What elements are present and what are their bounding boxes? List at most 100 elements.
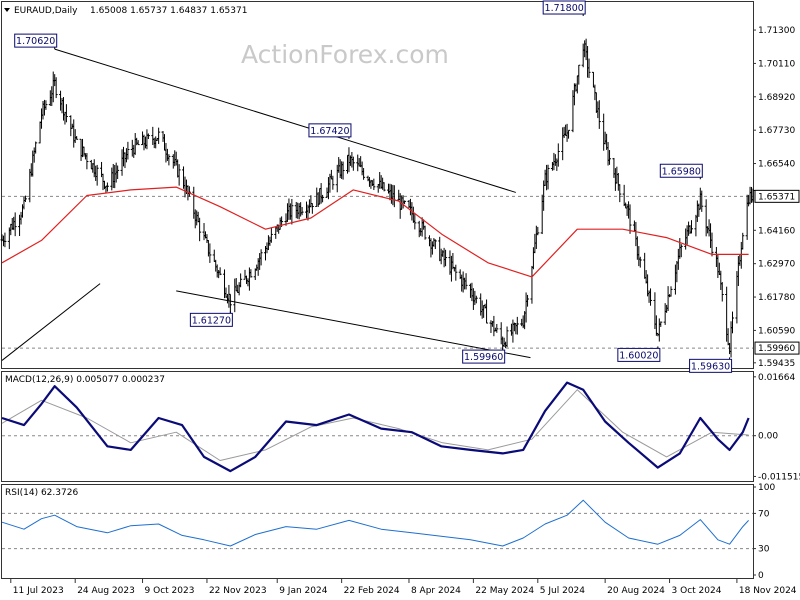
ohlc-bar (659, 321, 663, 327)
macd-signal-line (1, 389, 749, 461)
callout-label: 1.60020 (619, 350, 658, 361)
ohlc-bar (341, 161, 345, 180)
callout-label: 1.71800 (545, 3, 584, 14)
ohlc-bar (423, 225, 427, 240)
price-axis-tick: 1.62970 (758, 260, 795, 270)
price-axis-tick: 1.64160 (758, 226, 795, 236)
x-axis-tick: 9 Oct 2023 (145, 586, 195, 596)
callout-label: 1.59960 (464, 352, 503, 363)
price-pane-border (1, 1, 754, 369)
ohlc-bar (13, 212, 17, 237)
price-callout: 1.65980 (659, 163, 703, 180)
ohlc-bar (54, 77, 58, 99)
macd-label: MACD(12,26,9) 0.005077 0.000237 (5, 375, 165, 385)
ohlc-bar (269, 227, 273, 243)
x-axis: 11 Jul 2023 24 Aug 2023 9 Oct 2023 22 Nov 2… (10, 579, 797, 596)
price-callout: 1.71800 (542, 0, 586, 17)
price-callout: 1.70620 (14, 33, 58, 50)
svg-text:1.65371: 1.65371 (758, 192, 795, 202)
ohlc-bar (85, 153, 89, 170)
price-axis-tick: 1.70110 (758, 59, 795, 69)
ohlc-bar (105, 182, 109, 192)
ohlc-bar (362, 168, 366, 180)
ohlc-bar (23, 195, 27, 202)
x-axis-tick: 22 May 2024 (475, 586, 534, 596)
ohlc-bar (638, 256, 642, 268)
trendline[interactable] (1, 283, 101, 361)
last-price-tag: 1.65371 (754, 189, 800, 203)
ohlc-bar (577, 64, 581, 85)
ohlc-bar (464, 273, 468, 290)
ohlc-bar (208, 243, 212, 263)
ohlc-bar (526, 294, 530, 307)
x-axis-tick: 20 Aug 2024 (607, 586, 665, 596)
macd-axis-tick: -0.011515 (758, 472, 800, 482)
ohlc-bar (136, 140, 140, 146)
ohlc-bar (75, 136, 79, 140)
ohlc-bar (228, 293, 232, 314)
ohlc-bar (95, 164, 99, 186)
ohlc-bar (372, 178, 376, 191)
ohlc-bar (515, 316, 519, 335)
ohlc-bar (618, 184, 622, 203)
ohlc-bar (608, 150, 612, 165)
x-axis-tick: 22 Nov 2023 (209, 586, 267, 596)
ohlc-bar (546, 164, 550, 190)
trendline[interactable] (54, 48, 516, 193)
ohlc-bar (34, 141, 38, 154)
ohlc-bar (3, 232, 7, 248)
price-axis-tick: 1.59435 (758, 359, 795, 369)
rsi-axis-tick: 0 (758, 571, 764, 581)
ohlc-bar (505, 326, 509, 348)
ohlc-bar (649, 288, 653, 306)
ohlc-bar (177, 164, 181, 186)
price-callout: 1.59630 (689, 357, 733, 373)
ohlc-bar (239, 273, 243, 288)
ohlc-bar (444, 249, 448, 267)
ohlc-bar (474, 295, 478, 304)
ohlc-bar (741, 232, 745, 250)
callout-label: 1.65980 (662, 166, 701, 177)
price-axis-tick: 1.60590 (758, 326, 795, 336)
ohlc-bar (433, 239, 437, 250)
price-axis-tick: 1.71300 (758, 26, 795, 36)
callout-label: 1.70620 (16, 36, 55, 47)
ohlc-bar (720, 282, 724, 302)
price-axis-tick: 1.66540 (758, 160, 795, 170)
x-axis-tick: 11 Jul 2023 (13, 586, 64, 596)
ohlc-bar (126, 141, 130, 160)
ohlc-bar (710, 232, 714, 257)
ohlc-bar (454, 264, 458, 281)
ohlc-bar (218, 267, 222, 276)
callout-label: 1.59630 (691, 361, 730, 372)
rsi-axis-tick: 100 (758, 483, 775, 493)
ohlc-bar (403, 200, 407, 205)
symbol-label: EURAUD,Daily (14, 6, 78, 16)
macd-axis-tick: 0.01664 (758, 373, 795, 383)
ohlc-bar (669, 286, 673, 297)
macd-main-line (1, 381, 750, 473)
x-axis-tick: 3 Oct 2024 (672, 586, 722, 596)
price-callout: 1.59960 (462, 348, 506, 364)
ohlc-bar (310, 203, 314, 214)
collapse-triangle-icon[interactable] (4, 8, 10, 12)
ohlc-bar (700, 190, 704, 212)
x-axis-tick: 9 Jan 2024 (279, 586, 327, 596)
ohlc-bar (167, 154, 171, 166)
price-axis-tick: 1.67730 (758, 126, 795, 136)
ohlc-bar (587, 58, 591, 79)
rsi-pane-border (1, 484, 754, 579)
x-axis-tick: 24 Aug 2023 (77, 586, 135, 596)
callout-label: 1.67420 (310, 126, 349, 137)
price-axis-tick: 1.68920 (758, 93, 795, 103)
ohlc-bar (413, 213, 417, 230)
price-bars (0, 38, 755, 358)
y-axes: 1.71300 1.70110 1.68920 1.67730 1.66540 1.641… (753, 26, 800, 581)
svg-text:1.59960: 1.59960 (758, 344, 795, 354)
ohlc-bar (556, 143, 560, 167)
ohlc-bar (64, 104, 68, 123)
x-axis-tick: 22 Feb 2024 (344, 586, 400, 596)
rsi-label: RSI(14) 62.3726 (5, 488, 78, 498)
